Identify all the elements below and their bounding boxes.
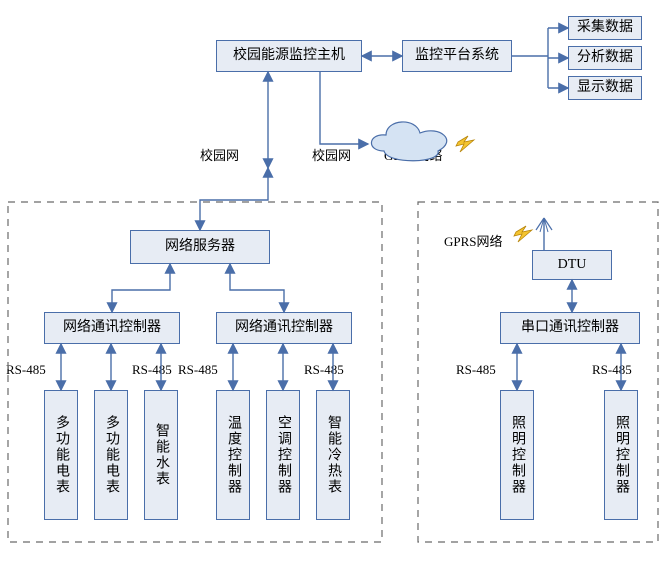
label-campus2: 校园网 (312, 145, 351, 164)
device-d5: 空调控制器 (266, 390, 300, 520)
node-host: 校园能源监控主机 (216, 40, 362, 72)
node-platform: 监控平台系统 (402, 40, 512, 72)
device-d8: 照明控制器 (604, 390, 638, 520)
label-rs4: RS-485 (304, 362, 344, 378)
label-rs6: RS-485 (592, 362, 632, 378)
node-analyze: 分析数据 (568, 46, 642, 70)
label-gprs2: GPRS网络 (444, 231, 503, 250)
device-d3: 智能水表 (144, 390, 178, 520)
device-d4: 温度控制器 (216, 390, 250, 520)
device-d7: 照明控制器 (500, 390, 534, 520)
node-collect: 采集数据 (568, 16, 642, 40)
device-d1: 多功能电表 (44, 390, 78, 520)
node-display: 显示数据 (568, 76, 642, 100)
node-serialctrl: 串口通讯控制器 (500, 312, 640, 344)
label-gprs1: GPRS网络 (384, 145, 443, 164)
device-d6: 智能冷热表 (316, 390, 350, 520)
node-netctrl2: 网络通讯控制器 (216, 312, 352, 344)
node-netctrl1: 网络通讯控制器 (44, 312, 180, 344)
label-rs1: RS-485 (6, 362, 46, 378)
device-d2: 多功能电表 (94, 390, 128, 520)
label-rs3: RS-485 (178, 362, 218, 378)
node-netserver: 网络服务器 (130, 230, 270, 264)
node-dtu: DTU (532, 250, 612, 280)
label-campus1: 校园网 (200, 145, 239, 164)
label-rs5: RS-485 (456, 362, 496, 378)
label-rs2: RS-485 (132, 362, 172, 378)
